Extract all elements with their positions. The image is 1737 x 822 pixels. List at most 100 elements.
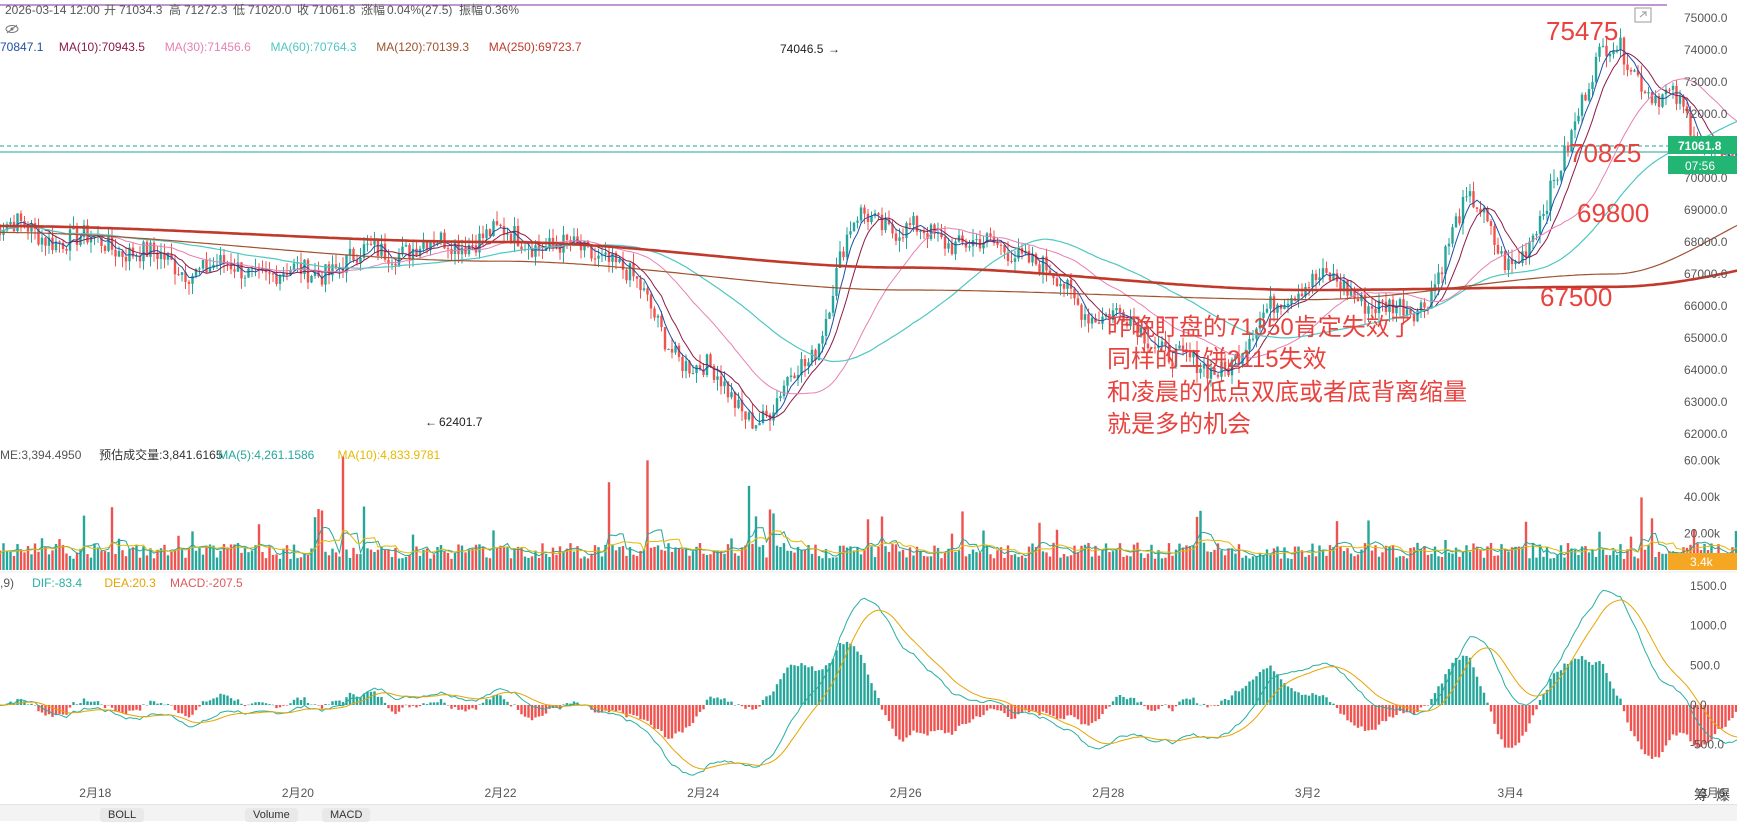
volume-bar bbox=[1360, 549, 1363, 570]
volume-bar bbox=[600, 556, 604, 570]
macd-histogram-bar bbox=[509, 705, 513, 707]
volume-bar bbox=[551, 547, 555, 570]
price-axis-tick: 64000.0 bbox=[1684, 363, 1728, 377]
volume-bar bbox=[1073, 545, 1076, 570]
ma-legend-item-1: MA(10):70943.5 bbox=[59, 40, 145, 54]
volume-bar bbox=[23, 552, 26, 570]
volume-bar bbox=[142, 546, 145, 570]
volume-bar bbox=[642, 548, 646, 570]
volume-bar bbox=[467, 548, 471, 570]
volume-bar bbox=[1139, 553, 1143, 570]
macd-histogram-bar bbox=[243, 705, 247, 707]
candle-body bbox=[845, 234, 849, 258]
macd-histogram-bar bbox=[404, 704, 408, 706]
macd-histogram-bar bbox=[1454, 657, 1458, 705]
level-annotation-75475: 75475 bbox=[1546, 16, 1618, 46]
candle-body bbox=[1006, 252, 1010, 261]
macd-histogram-bar bbox=[478, 704, 481, 705]
volume-bar bbox=[180, 548, 184, 570]
volume-bar bbox=[653, 546, 656, 570]
volume-bar bbox=[1654, 556, 1657, 570]
macd-histogram-bar bbox=[1342, 705, 1346, 715]
candle-body bbox=[376, 240, 380, 256]
candle-body bbox=[1258, 317, 1262, 329]
candle-body bbox=[954, 241, 957, 255]
volume-bar bbox=[1328, 545, 1332, 570]
volume-button[interactable]: Volume bbox=[245, 808, 298, 822]
boll-button[interactable]: BOLL bbox=[100, 808, 145, 822]
candle-body bbox=[1395, 305, 1398, 314]
volume-bar bbox=[1412, 547, 1416, 570]
macd-histogram-bar bbox=[65, 705, 68, 715]
macd-histogram-bar bbox=[1696, 705, 1699, 748]
volume-bar bbox=[1580, 546, 1584, 570]
volume-bar bbox=[793, 552, 796, 570]
candle-body bbox=[649, 294, 653, 309]
maximize-icon[interactable] bbox=[1634, 7, 1652, 23]
macd-histogram-bar bbox=[408, 705, 411, 708]
macd-histogram-bar bbox=[1689, 705, 1692, 742]
volume-bar bbox=[681, 548, 684, 570]
candle-body bbox=[887, 219, 891, 225]
volume-bar bbox=[901, 549, 905, 570]
macd-histogram-bar bbox=[257, 702, 261, 705]
volume-bar bbox=[446, 552, 450, 570]
volume-bar bbox=[656, 545, 660, 570]
volume-bar bbox=[425, 548, 429, 570]
macd-histogram-bar bbox=[842, 644, 845, 705]
candle-body bbox=[163, 252, 166, 260]
macd-histogram-bar bbox=[856, 651, 859, 705]
macd-histogram-bar bbox=[1346, 705, 1349, 721]
candle-body bbox=[1244, 349, 1248, 354]
candle-body bbox=[947, 243, 950, 249]
volume-bar bbox=[471, 548, 474, 570]
candle-body bbox=[569, 240, 572, 245]
volume-bar bbox=[271, 554, 275, 570]
macd-dea-line bbox=[0, 599, 1737, 770]
candle-body bbox=[1629, 69, 1633, 72]
candle-body bbox=[838, 251, 842, 269]
macd-histogram-bar bbox=[1563, 663, 1566, 705]
macd-histogram-bar bbox=[145, 705, 149, 706]
candle-body bbox=[817, 343, 821, 361]
volume-bar bbox=[908, 547, 912, 570]
candle-body bbox=[989, 233, 992, 237]
volume-bar bbox=[334, 552, 338, 570]
eye-icon[interactable] bbox=[5, 24, 19, 34]
volume-bar bbox=[341, 456, 345, 570]
liquidation-icon[interactable]: 爆 bbox=[1716, 787, 1730, 803]
macd-histogram-bar bbox=[1209, 705, 1213, 706]
volume-axis-tick: 40.00k bbox=[1684, 490, 1721, 504]
volume-bar bbox=[1230, 548, 1234, 570]
volume-bar bbox=[1507, 551, 1510, 570]
candle-body bbox=[1178, 345, 1181, 349]
volume-bar bbox=[971, 549, 975, 570]
macd-histogram-bar bbox=[1521, 705, 1524, 736]
volume-bar bbox=[254, 545, 257, 570]
macd-histogram-bar bbox=[1237, 691, 1241, 705]
macd-button[interactable]: MACD bbox=[322, 808, 371, 822]
macd-histogram-bar bbox=[1461, 655, 1465, 705]
price-axis-tick: 62000.0 bbox=[1684, 427, 1728, 441]
candle-body bbox=[44, 237, 47, 246]
candle-body bbox=[457, 241, 460, 255]
candle-body bbox=[1405, 309, 1409, 316]
macd-histogram-bar bbox=[1682, 705, 1685, 734]
volume-bar bbox=[674, 547, 677, 570]
macd-histogram-bar bbox=[1591, 664, 1594, 705]
macd-histogram-bar bbox=[1416, 705, 1419, 713]
macd-histogram-bar bbox=[149, 700, 152, 705]
macd-histogram-bar bbox=[957, 705, 961, 726]
macd-histogram-bar bbox=[915, 705, 919, 733]
macd-histogram-bar bbox=[754, 705, 758, 710]
volume-bar bbox=[758, 546, 761, 570]
chips-icon[interactable]: 筹 bbox=[1694, 787, 1708, 803]
macd-histogram-bar bbox=[803, 665, 807, 705]
macd-histogram-bar bbox=[1447, 669, 1451, 705]
macd-histogram-bar bbox=[1244, 685, 1248, 705]
candle-body bbox=[1031, 254, 1034, 263]
time-axis-tick: 2月20 bbox=[282, 786, 314, 800]
time-axis-tick: 3月4 bbox=[1498, 786, 1524, 800]
volume-bar bbox=[803, 549, 807, 570]
